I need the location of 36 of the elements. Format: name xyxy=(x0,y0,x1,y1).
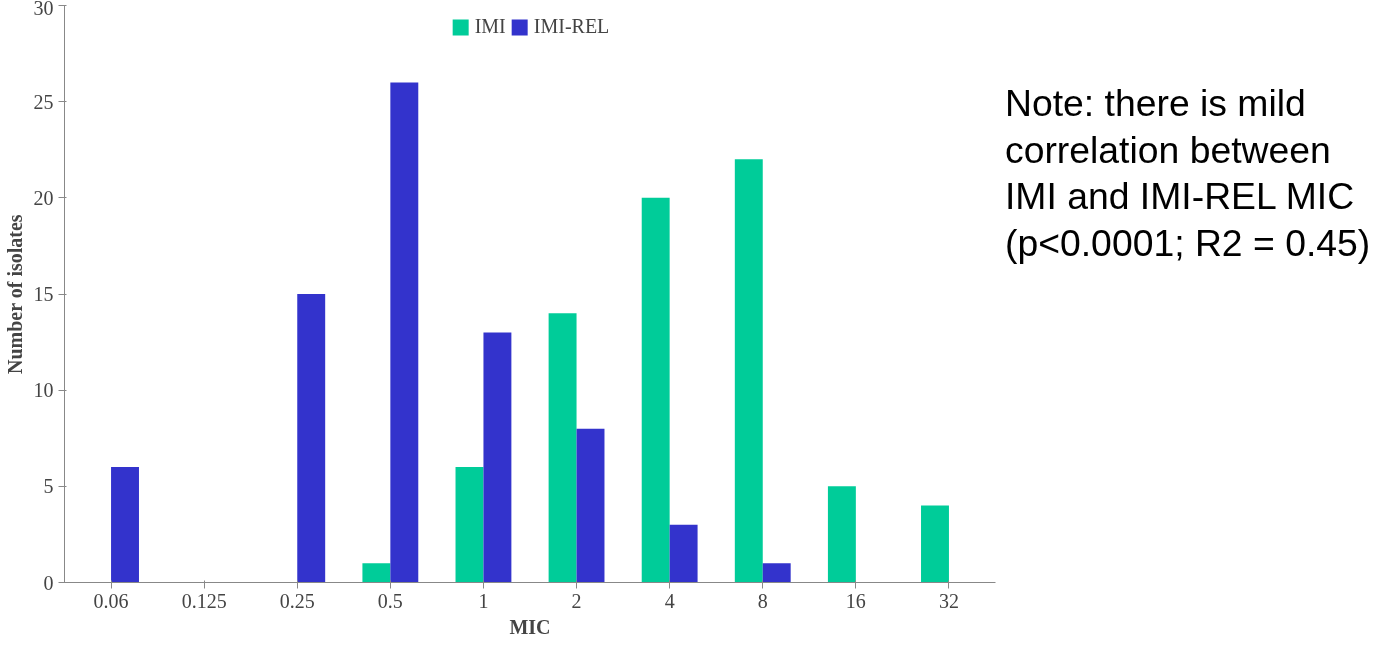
bar xyxy=(483,332,512,583)
x-tick-label: 0.5 xyxy=(377,589,403,612)
bar xyxy=(111,467,139,583)
x-tick-label: 32 xyxy=(938,589,959,612)
bar xyxy=(548,313,577,583)
bar xyxy=(827,486,856,583)
bar xyxy=(390,82,419,583)
bar xyxy=(362,563,391,583)
x-tick-label: 8 xyxy=(757,589,768,612)
bar xyxy=(576,428,605,583)
text: Note: there is mild correlation between IMI and IMI-REL MIC (p<0.0001; R2 = 0.45) xyxy=(1005,81,1372,266)
x-tick-label: 16 xyxy=(845,589,866,612)
y-tick-label: 5 xyxy=(43,475,54,498)
x-tick-label: 1 xyxy=(478,589,489,612)
x-tick-label: 0.25 xyxy=(279,589,315,612)
y-tick-label: 20 xyxy=(33,186,54,209)
y-tick-label: 25 xyxy=(33,90,54,113)
bar xyxy=(734,159,763,583)
bar xyxy=(297,294,326,583)
bar xyxy=(641,197,670,583)
y-tick-label: 10 xyxy=(33,379,54,402)
legend-label: IMI xyxy=(474,15,506,38)
x-tick-label: 2 xyxy=(571,589,582,612)
bar xyxy=(669,524,698,583)
y-axis-title: Number of isolates xyxy=(3,214,26,374)
x-tick-label: 0.06 xyxy=(93,589,129,612)
legend-label: IMI-REL xyxy=(533,15,610,38)
bar xyxy=(455,467,484,583)
bar xyxy=(762,563,791,583)
x-axis-title: MIC xyxy=(509,615,551,638)
bar xyxy=(921,505,949,583)
x-tick-label: 4 xyxy=(664,589,675,612)
y-tick-label: 15 xyxy=(33,283,54,305)
y-tick-label: 30 xyxy=(33,0,54,19)
y-tick-label: 0 xyxy=(43,571,54,594)
x-tick-label: 0.125 xyxy=(181,589,227,612)
